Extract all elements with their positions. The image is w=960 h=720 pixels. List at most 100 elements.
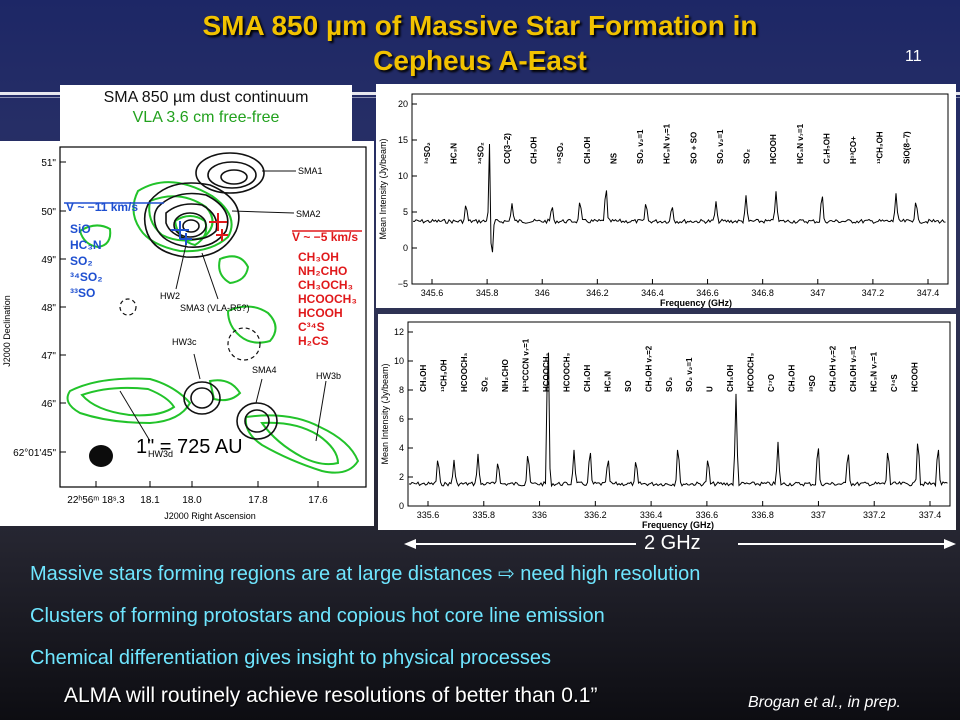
map-svg: 51" 50" 49" 48" 47" 46" 62°01'45" 22ʰ56ᵐ…: [2, 146, 367, 521]
line-label: SO₂: [480, 376, 489, 392]
line-label: HCOOH: [769, 134, 778, 164]
line-label: HCOOCH₃: [562, 352, 571, 392]
ra-tick: 18.0: [182, 495, 202, 506]
dust-contours: [143, 152, 278, 440]
line-label: CH₃OH v₇=1: [849, 345, 858, 392]
x-tick-label: 346.8: [751, 288, 774, 298]
line-label: HC₃N: [603, 371, 612, 392]
map-xlabel: J2000 Right Ascension: [164, 511, 256, 521]
alma-statement: ALMA will routinely achieve resolutions …: [64, 684, 598, 707]
y-tick-label: 10: [398, 171, 408, 181]
x-tick-label: 335.6: [417, 510, 440, 520]
line-label: ³³SO: [808, 375, 817, 392]
blue-species: HC₃N: [70, 238, 102, 252]
red-species: CH₃OH: [298, 250, 339, 264]
line-label: SO: [624, 380, 633, 392]
line-label: SO₂: [743, 148, 752, 164]
line-label: SO₂ v₂=1: [716, 129, 725, 164]
line-label: ³⁴SO₂: [556, 142, 565, 164]
line-label: HCOOCH₃: [460, 352, 469, 392]
spectrum-top: −5 0 5 10 15 20 345.6 345.8 346 346.2 346.4 346.6 3…: [376, 84, 956, 308]
continuum-map: 51" 50" 49" 48" 47" 46" 62°01'45" 22ʰ56ᵐ…: [0, 141, 374, 526]
dec-tick: 49": [41, 255, 56, 266]
line-label: CH₃OH: [583, 137, 592, 164]
x-tick-label: 345.6: [421, 288, 444, 298]
y-tick-label: 2: [399, 472, 404, 482]
line-label: CH₃OH: [788, 365, 797, 392]
ra-tick: 17.8: [248, 495, 268, 506]
line-label: U: [706, 386, 715, 392]
ra-tick: 17.6: [308, 495, 328, 506]
line-label: H¹³CCCN v₇=1: [521, 338, 530, 392]
line-label: CH₃OH: [583, 365, 592, 392]
map-ylabel: J2000 Declination: [2, 295, 12, 367]
dec-tick: 50": [41, 207, 56, 218]
scale-bar-label: 1" = 725 AU: [136, 436, 243, 458]
span-label: 2 GHz: [644, 532, 701, 554]
red-species: H₂CS: [298, 334, 329, 348]
x-tick-label: 346.4: [641, 288, 664, 298]
line-label: HC₃N v₇=1: [796, 123, 805, 164]
y-tick-label: 20: [398, 99, 408, 109]
source-label: SMA2: [296, 209, 321, 219]
spectrum-bottom-trace: [408, 352, 948, 488]
line-label: C³⁴S: [890, 374, 899, 392]
source-label: SMA4: [252, 365, 277, 375]
x-tick-label: 346.6: [696, 288, 719, 298]
dec-tick: 47": [41, 351, 56, 362]
ra-tick: 18.1: [140, 495, 160, 506]
source-label: HW3d: [148, 449, 173, 459]
blue-velocity-label: V ~ −11 km/s: [66, 200, 138, 214]
x-tick-label: 337.4: [919, 510, 942, 520]
bullet-3: Chemical differentiation gives insight t…: [30, 647, 552, 669]
dec-tick: 46": [41, 399, 56, 410]
line-label: SO₂ v₂=1: [636, 129, 645, 164]
x-tick-label: 336.2: [584, 510, 607, 520]
line-label: HCOOH: [911, 362, 920, 392]
line-label: CH₃OH: [726, 365, 735, 392]
line-label: H¹³CO+: [849, 136, 858, 164]
map-frame: [59, 146, 367, 488]
line-label: HC₃N v₇=1: [870, 351, 879, 392]
dec-tick: 62°01'45": [13, 448, 56, 459]
spectrum-top-xlabel: Frequency (GHz): [660, 298, 732, 308]
spectrum-top-trace: [412, 143, 946, 253]
slide-number: 11: [905, 48, 922, 65]
legend-freefree: VLA 3.6 cm free-free: [132, 109, 280, 126]
y-tick-label: 15: [398, 135, 408, 145]
x-tick-label: 347: [810, 288, 825, 298]
blue-species: ³³SO: [70, 286, 95, 300]
line-label: CO(3−2): [503, 133, 512, 164]
x-tick-label: 337: [811, 510, 826, 520]
y-tick-label: 4: [399, 443, 404, 453]
bullet-2: Clusters of forming protostars and copio…: [30, 605, 605, 627]
x-tick-label: 336.4: [640, 510, 663, 520]
source-label: HW2: [160, 291, 180, 301]
source-label: HW3c: [172, 337, 197, 347]
line-label: SO₂: [665, 376, 674, 392]
line-label: ¹³CH₃OH: [439, 359, 448, 392]
red-species: NH₂CHO: [298, 264, 347, 278]
red-species: CH₃OCH₃: [298, 278, 353, 292]
y-tick-label: 0: [403, 243, 408, 253]
y-tick-label: −5: [398, 279, 408, 289]
dec-tick: 48": [41, 303, 56, 314]
y-tick-label: 0: [399, 501, 404, 511]
source-label: HW3b: [316, 371, 341, 381]
bullet-1: Massive stars forming regions are at lar…: [30, 563, 701, 585]
citation: Brogan et al., in prep.: [748, 694, 901, 711]
line-label: CH₃OH v₇=2: [644, 345, 653, 392]
blue-species: SiO: [70, 222, 91, 236]
y-tick-label: 6: [399, 414, 404, 424]
y-tick-label: 12: [394, 327, 404, 337]
line-label: ³⁴SO₂: [476, 142, 485, 164]
blue-species: ³⁴SO₂: [70, 270, 103, 284]
red-velocity-label: V ~ −5 km/s: [292, 230, 358, 244]
legend-dust: SMA 850 µm dust continuum: [103, 89, 309, 106]
line-label: HCOOCH₃: [747, 352, 756, 392]
x-tick-label: 336: [532, 510, 547, 520]
line-label: C¹⁷O: [767, 374, 776, 392]
spectrum-bottom-ylabel: Mean Intensity (Jy/beam): [380, 363, 390, 464]
source-label: SMA1: [298, 166, 323, 176]
red-species: C³⁴S: [298, 320, 325, 334]
